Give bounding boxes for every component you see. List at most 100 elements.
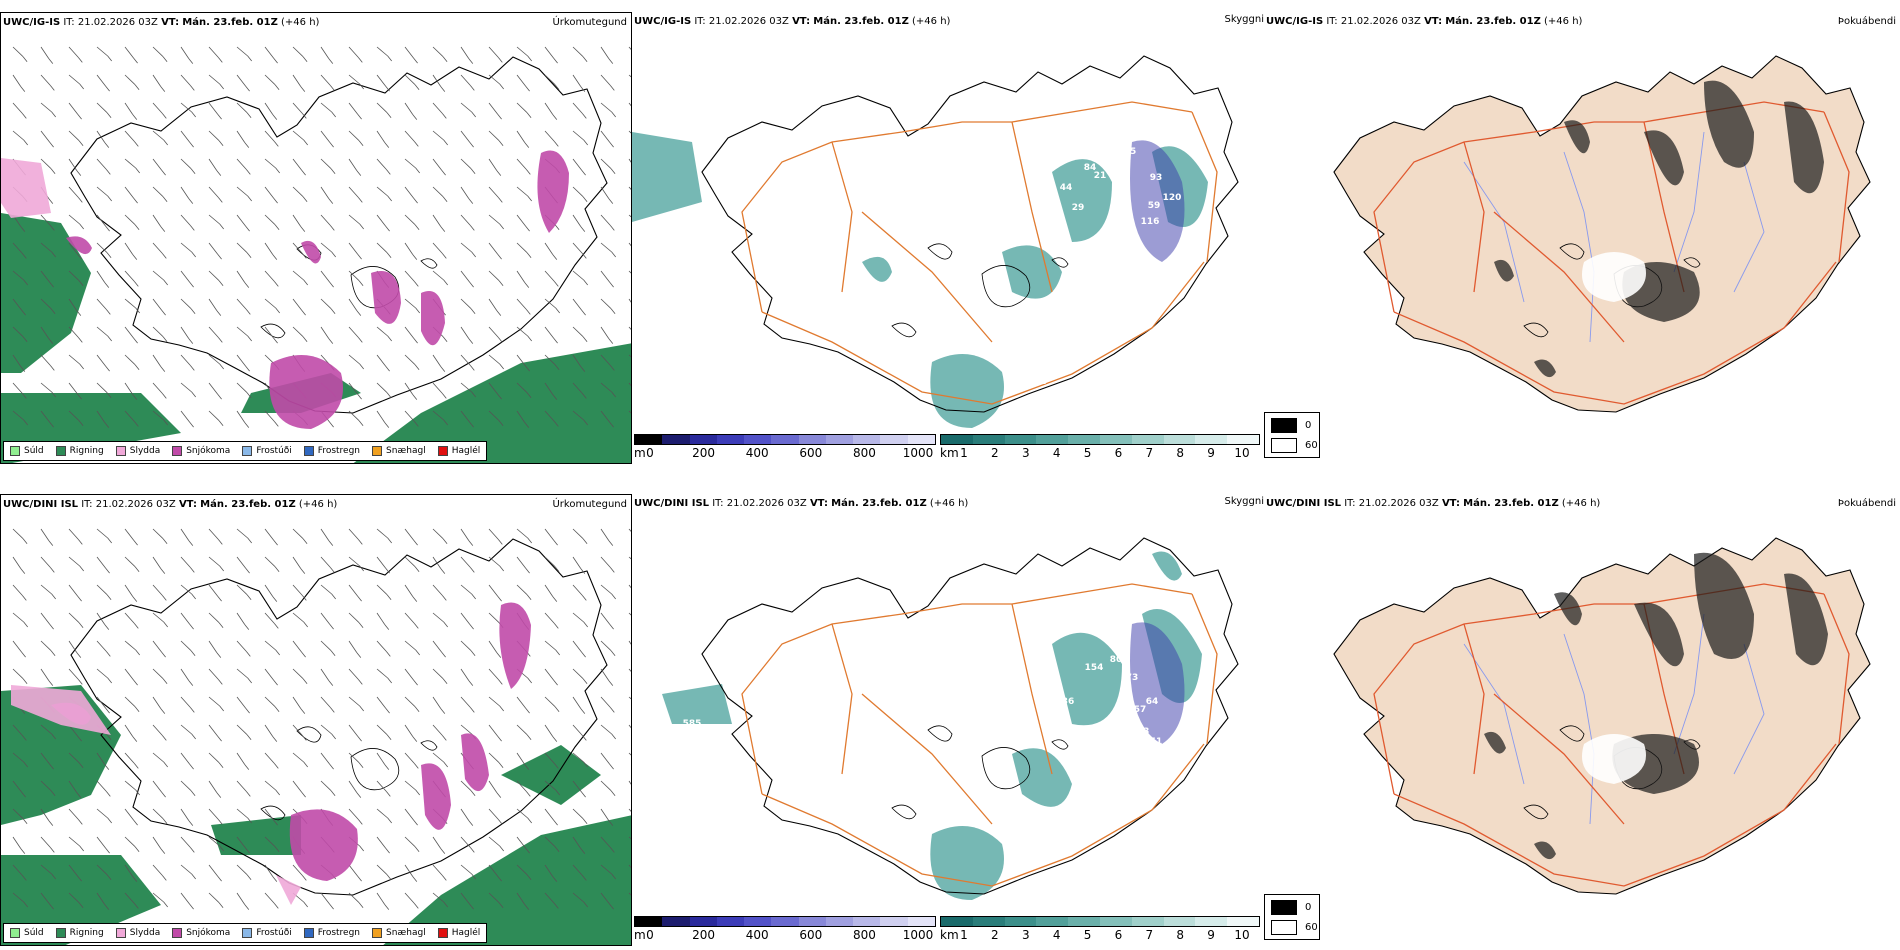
wind-barb — [572, 640, 582, 653]
wind-barb-feather — [190, 650, 196, 656]
wind-barb — [180, 808, 190, 821]
wind-barb-feather — [609, 623, 614, 630]
wind-barb-feather — [190, 168, 196, 174]
wind-barb-feather — [48, 680, 54, 686]
wind-barb — [572, 696, 582, 709]
wind-barb-feather — [499, 223, 505, 230]
wind-barb-feather — [385, 225, 390, 232]
wind-barb-feather — [76, 652, 82, 658]
wind-barb-feather — [412, 254, 418, 260]
wind-barb — [152, 696, 162, 709]
wind-barb-feather — [471, 873, 477, 880]
snow-depth-label: 65 — [1124, 147, 1137, 157]
wind-barb — [600, 130, 610, 143]
wind-barb — [124, 270, 135, 282]
wind-barb-feather — [161, 309, 166, 316]
wind-barb-feather — [553, 141, 559, 147]
fog-legend: 0 60 — [1264, 894, 1320, 940]
snow-depth-label: 70 — [686, 239, 699, 249]
wind-barb-feather — [496, 310, 502, 316]
wind-barb — [96, 158, 107, 170]
wind-barb — [348, 584, 358, 597]
wind-barb-feather — [50, 308, 56, 314]
wind-barb-feather — [609, 847, 615, 853]
wind-barb — [572, 130, 584, 141]
road-line — [831, 623, 853, 775]
rain-area — [1, 855, 161, 945]
wind-barb-feather — [524, 764, 530, 770]
wind-barb — [96, 780, 107, 792]
colorbar-tick: 600 — [799, 928, 823, 942]
wind-barb-feather — [384, 904, 390, 910]
wind-barb-feather — [441, 595, 447, 601]
wind-barb-feather — [608, 540, 614, 546]
wind-barb — [12, 864, 23, 876]
wind-barb — [572, 242, 583, 254]
wind-barb — [124, 326, 134, 339]
wind-barb — [96, 102, 108, 113]
colorbar-segment — [662, 435, 690, 444]
colorbar-tick: 3 — [1021, 446, 1030, 460]
wind-barb-feather — [357, 595, 362, 602]
wind-barb — [628, 74, 631, 78]
wind-barb — [152, 752, 164, 763]
snow-depth-label: 15 — [1150, 757, 1163, 767]
wind-barb-feather — [302, 196, 308, 202]
wind-barb — [544, 46, 554, 59]
wind-barb-feather — [134, 84, 140, 90]
wind-barb-feather — [331, 111, 337, 118]
wind-barb-feather — [359, 845, 365, 852]
fog-legend-item: 0 — [1271, 900, 1311, 915]
wind-barb — [236, 668, 248, 679]
wind-barb-feather — [609, 225, 615, 231]
wind-barb — [600, 556, 611, 568]
wind-barb-feather — [357, 393, 362, 400]
wind-barb-feather — [357, 679, 363, 685]
wind-barb — [516, 74, 526, 87]
wind-barb — [628, 46, 631, 50]
legend-swatch — [1271, 900, 1297, 915]
wind-barb-feather — [22, 56, 28, 62]
wind-barb — [180, 836, 191, 848]
wind-barb — [68, 298, 78, 311]
wind-barb — [460, 724, 472, 735]
wind-barb-feather — [105, 225, 110, 232]
wind-barb-feather — [247, 677, 253, 684]
wind-barb-feather — [582, 538, 588, 544]
legend-swatch — [115, 928, 126, 938]
wind-barb-feather — [580, 708, 586, 714]
wind-barb — [68, 668, 79, 680]
wind-barb-feather — [273, 281, 279, 287]
wind-barb-feather — [77, 113, 82, 120]
wind-barb — [544, 808, 554, 821]
legend-item: Snæhagl — [372, 928, 426, 938]
wind-barb — [376, 808, 388, 819]
wind-barb-feather — [104, 904, 110, 910]
init-time: IT: 21.02.2026 03Z — [81, 499, 176, 510]
wind-barb-feather — [441, 393, 447, 399]
wind-barb — [544, 584, 554, 597]
wind-barb — [432, 724, 443, 736]
wind-barb-feather — [387, 677, 393, 684]
wind-barb — [488, 528, 499, 540]
wind-barb — [572, 864, 583, 876]
wind-barb — [68, 836, 80, 847]
wind-barb — [516, 130, 526, 143]
wind-barb — [516, 270, 526, 283]
wind-barb-feather — [77, 679, 83, 685]
legend-item: Súld — [10, 928, 44, 938]
wind-barb — [152, 410, 164, 421]
legend-label: Haglél — [451, 446, 481, 456]
wind-barb-feather — [77, 337, 83, 343]
wind-barb-feather — [470, 790, 476, 796]
wind-barb — [12, 46, 24, 57]
wind-barb-feather — [387, 55, 393, 62]
wind-barb — [208, 612, 220, 623]
wind-barb-feather — [162, 538, 168, 544]
wind-barb-feather — [106, 252, 112, 258]
snow-depth-label: 116 — [1063, 835, 1082, 845]
wind-barb-feather — [134, 224, 140, 230]
wind-barb — [488, 612, 500, 623]
colorbar-strip — [634, 434, 936, 445]
wind-barb-feather — [273, 623, 279, 629]
